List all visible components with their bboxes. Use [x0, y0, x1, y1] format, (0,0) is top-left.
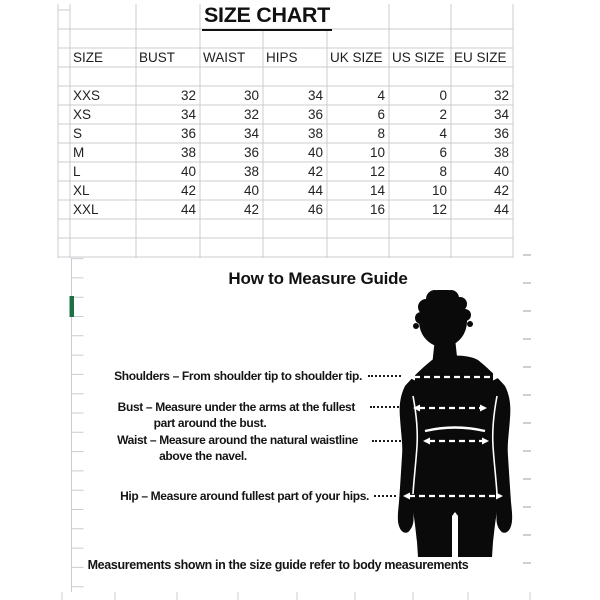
waist-cell: 32: [243, 107, 259, 122]
eu-cell: 36: [493, 126, 509, 141]
cell-selection-marker: [69, 296, 74, 317]
hips-cell: 34: [307, 88, 323, 103]
waist-cell: 34: [243, 126, 259, 141]
us-cell: 2: [439, 107, 447, 122]
column-header-uk-size: UK SIZE: [330, 50, 383, 65]
waist-cell: 38: [243, 164, 259, 179]
bust-cell: 40: [180, 164, 196, 179]
column-header-hips: HIPS: [266, 50, 298, 65]
column-header-us-size: US SIZE: [392, 50, 445, 65]
uk-cell: 10: [369, 145, 385, 160]
uk-cell: 8: [377, 126, 385, 141]
guide-heading: How to Measure Guide: [228, 269, 408, 288]
column-header-bust: BUST: [139, 50, 176, 65]
bust-label-line1: Bust – Measure under the arms at the ful…: [117, 400, 356, 414]
us-cell: 10: [431, 183, 447, 198]
eu-cell: 40: [493, 164, 509, 179]
uk-cell: 14: [369, 183, 385, 198]
silhouette-body: [397, 290, 513, 557]
waist-cell: 36: [243, 145, 259, 160]
bust-cell: 32: [180, 88, 196, 103]
waist-label-line2: above the navel.: [159, 449, 247, 463]
size-cell: XS: [73, 107, 92, 122]
eu-cell: 44: [493, 202, 509, 217]
bust-cell: 38: [180, 145, 196, 160]
bust-leader-line: [370, 406, 403, 408]
hips-cell: 36: [307, 107, 323, 122]
size-cell: S: [73, 126, 83, 141]
female-silhouette-figure: [397, 290, 513, 557]
hips-cell: 38: [307, 126, 323, 141]
footer-note: Measurements shown in the size guide ref…: [87, 558, 469, 572]
bust-cell: 44: [180, 202, 196, 217]
silhouette-detail-lines: [412, 395, 498, 495]
bust-label-line2: part around the bust.: [153, 416, 267, 430]
column-header-size: SIZE: [73, 50, 104, 65]
eu-cell: 32: [493, 88, 509, 103]
us-cell: 6: [439, 145, 447, 160]
eu-cell: 34: [493, 107, 509, 122]
size-cell: L: [73, 164, 81, 179]
hips-cell: 40: [307, 145, 323, 160]
uk-cell: 12: [369, 164, 385, 179]
waist-leader-line: [372, 440, 404, 442]
measurement-arrowheads: [403, 373, 503, 500]
uk-cell: 16: [369, 202, 385, 217]
eu-cell: 38: [493, 145, 509, 160]
bust-cell: 34: [180, 107, 196, 122]
hip-leader-line: [374, 495, 396, 497]
hips-cell: 44: [307, 183, 323, 198]
size-cell: XXS: [73, 88, 101, 103]
us-cell: 0: [439, 88, 447, 103]
size-cell: M: [73, 145, 85, 160]
size-cell: XXL: [73, 202, 99, 217]
uk-cell: 4: [377, 88, 385, 103]
page-title: SIZE CHART: [187, 3, 347, 31]
waist-label-line1: Waist – Measure around the natural waist…: [117, 433, 358, 447]
waist-cell: 40: [243, 183, 259, 198]
bust-cell: 42: [180, 183, 196, 198]
column-header-waist: WAIST: [203, 50, 246, 65]
shoulders-leader-line: [368, 375, 401, 377]
us-cell: 8: [439, 164, 447, 179]
column-header-eu-size: EU SIZE: [454, 50, 507, 65]
shoulders-label: Shoulders – From shoulder tip to shoulde…: [114, 369, 362, 383]
us-cell: 4: [439, 126, 447, 141]
hips-cell: 42: [307, 164, 323, 179]
hip-label: Hip – Measure around fullest part of you…: [120, 489, 369, 503]
waist-cell: 42: [243, 202, 259, 217]
eu-cell: 42: [493, 183, 509, 198]
uk-cell: 6: [377, 107, 385, 122]
page-title-text: SIZE CHART: [201, 3, 332, 31]
hips-cell: 46: [307, 202, 323, 217]
bust-cell: 36: [180, 126, 196, 141]
size-cell: XL: [73, 183, 90, 198]
waist-cell: 30: [243, 88, 259, 103]
us-cell: 12: [431, 202, 447, 217]
